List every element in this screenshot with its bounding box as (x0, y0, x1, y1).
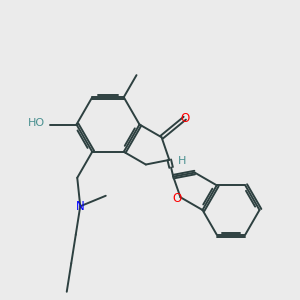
Text: O: O (172, 192, 182, 205)
Text: HO: HO (28, 118, 45, 128)
Text: O: O (180, 112, 189, 125)
Text: N: N (76, 200, 85, 213)
Text: H: H (177, 156, 186, 166)
